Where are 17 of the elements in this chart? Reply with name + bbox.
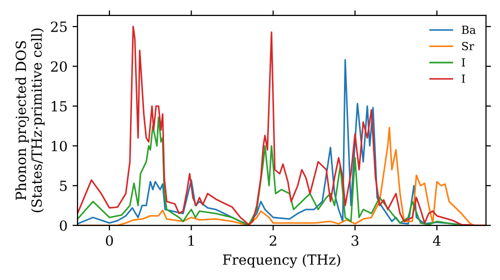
x-tick-label: 2 — [270, 235, 276, 246]
y-tick-label: 5 — [60, 180, 67, 192]
y-axis-title: Phonon projected DOS (States/THz·primitive cell) — [15, 28, 45, 212]
legend-label: I — [462, 74, 465, 83]
legend-label: I — [462, 58, 465, 66]
y-tick-label: 20 — [51, 61, 67, 72]
y-tick-label: 25 — [51, 22, 67, 32]
legend-label: Sr — [462, 42, 474, 50]
y-tick-label: 10 — [52, 140, 67, 152]
x-tick-label: 0 — [106, 235, 113, 246]
y-tick-label: 15 — [52, 101, 67, 112]
x-tick-label: 4 — [432, 235, 441, 246]
y-tick-label: 0 — [60, 220, 67, 231]
legend-label: Ba — [462, 26, 476, 34]
x-tick-label: 3 — [352, 235, 358, 246]
x-axis-title: Frequency (THz) — [222, 254, 340, 268]
x-tick-label: 1 — [188, 235, 194, 246]
